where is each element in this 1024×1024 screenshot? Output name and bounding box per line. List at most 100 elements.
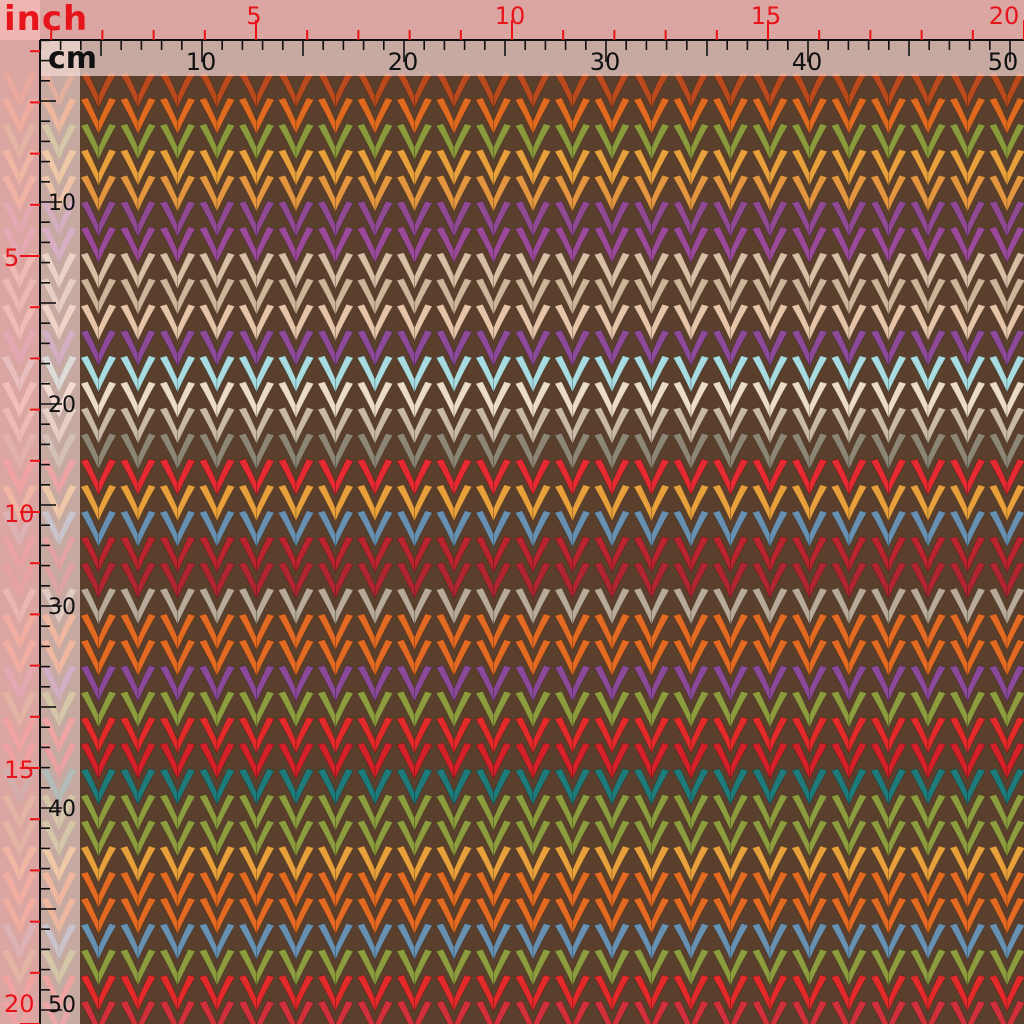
knit-stitch — [888, 639, 908, 677]
knit-stitch — [927, 922, 947, 960]
knit-stitch — [651, 381, 671, 419]
knit-stitch — [256, 174, 276, 212]
knit-stitch — [611, 484, 631, 522]
knit-stitch — [572, 200, 592, 238]
knit-stitch — [730, 613, 750, 651]
knit-stitch — [137, 381, 157, 419]
knit-stitch — [374, 768, 394, 806]
knit-stitch — [769, 716, 789, 754]
knit-stitch — [374, 381, 394, 419]
knit-stitch — [967, 432, 987, 470]
knit-stitch — [769, 948, 789, 986]
knit-stitch — [493, 123, 513, 161]
knit-stitch — [532, 948, 552, 986]
knit-stitch-row — [0, 510, 1024, 548]
knit-stitch — [177, 819, 197, 857]
knit-stitch — [809, 484, 829, 522]
knit-stitch — [335, 639, 355, 677]
knit-stitch — [177, 716, 197, 754]
knit-stitch — [453, 200, 473, 238]
knit-stitch — [532, 639, 552, 677]
knit-stitch — [216, 535, 236, 573]
knit-stitch — [888, 793, 908, 831]
knit-stitch — [256, 458, 276, 496]
knit-stitch — [98, 381, 118, 419]
knit-stitch — [927, 97, 947, 135]
knit-stitch — [651, 97, 671, 135]
knit-stitch — [730, 303, 750, 341]
knit-stitch — [611, 974, 631, 1012]
knit-stitch — [690, 484, 710, 522]
knit-stitch — [848, 458, 868, 496]
knit-stitch — [414, 716, 434, 754]
knit-stitch — [374, 535, 394, 573]
knit-stitch — [690, 639, 710, 677]
knit-stitch — [651, 819, 671, 857]
knit-stitch — [809, 510, 829, 548]
knit-stitch — [98, 123, 118, 161]
knit-stitch-row — [0, 948, 1024, 986]
knit-stitch — [335, 174, 355, 212]
knit-stitch — [335, 355, 355, 393]
knit-stitch — [611, 690, 631, 728]
knit-stitch — [769, 897, 789, 935]
knit-stitch — [335, 406, 355, 444]
knit-stitch — [967, 716, 987, 754]
knit-stitch — [493, 148, 513, 186]
knit-stitch — [295, 226, 315, 264]
knit-stitch — [98, 922, 118, 960]
knit-stitch — [493, 1000, 513, 1024]
knit-stitch — [453, 742, 473, 780]
knit-stitch — [927, 200, 947, 238]
knit-stitch — [927, 252, 947, 290]
knit-stitch — [216, 329, 236, 367]
knit-stitch — [137, 639, 157, 677]
knit-stitch — [888, 974, 908, 1012]
knit-stitch — [909, 1000, 929, 1024]
knit-stitch — [177, 561, 197, 599]
knit-stitch — [848, 123, 868, 161]
knit-stitch — [414, 793, 434, 831]
knit-stitch — [1006, 639, 1024, 677]
knit-stitch — [177, 484, 197, 522]
knit-stitch — [690, 458, 710, 496]
knit-stitch — [414, 561, 434, 599]
knit-stitch — [374, 303, 394, 341]
knit-stitch — [888, 819, 908, 857]
knit-stitch — [295, 716, 315, 754]
knit-stitch — [730, 432, 750, 470]
left-cm-label-20: 20 — [48, 393, 76, 418]
knit-stitch — [256, 148, 276, 186]
knit-stitch — [256, 97, 276, 135]
knit-stitch — [651, 845, 671, 883]
knit-stitch — [98, 690, 118, 728]
knit-stitch — [493, 793, 513, 831]
knit-stitch — [177, 97, 197, 135]
knit-stitch — [493, 897, 513, 935]
left-inch-label-5: 5 — [4, 244, 20, 272]
knit-stitch — [751, 1000, 771, 1024]
knit-stitch — [256, 510, 276, 548]
knit-stitch — [769, 974, 789, 1012]
knit-stitch — [474, 1000, 494, 1024]
knit-stitch — [988, 1000, 1008, 1024]
knit-stitch — [374, 200, 394, 238]
left-inch-label-20: 20 — [4, 990, 35, 1018]
knit-stitch — [295, 174, 315, 212]
knit-stitch — [335, 561, 355, 599]
knit-stitch — [809, 845, 829, 883]
knit-stitch — [730, 845, 750, 883]
knit-stitch — [730, 329, 750, 367]
knit-stitch — [137, 174, 157, 212]
knit-stitch — [414, 174, 434, 212]
knit-stitch — [137, 871, 157, 909]
knit-stitch — [216, 458, 236, 496]
knit-stitch — [651, 510, 671, 548]
knit-stitch-rows — [0, 71, 1024, 1024]
knit-stitch — [572, 535, 592, 573]
knit-stitch — [177, 329, 197, 367]
knit-stitch — [98, 716, 118, 754]
knit-stitch-row — [0, 871, 1024, 909]
knit-stitch — [651, 303, 671, 341]
knit-stitch — [414, 845, 434, 883]
